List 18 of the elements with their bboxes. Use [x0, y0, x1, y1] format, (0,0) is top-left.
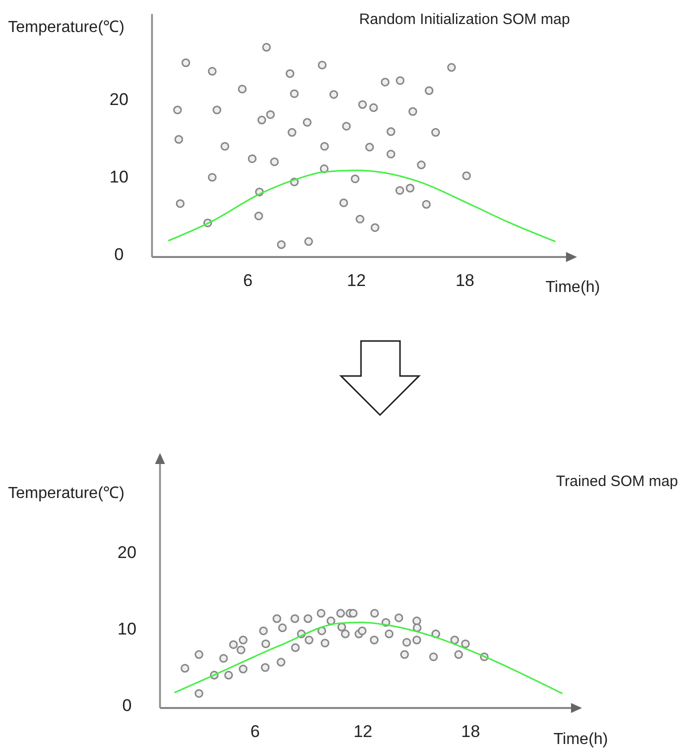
y-tick-label: 20	[118, 543, 136, 562]
x-tick-label: 6	[250, 722, 260, 741]
y-tick-label: 20	[110, 90, 128, 110]
y-tick-label: 10	[110, 168, 128, 187]
x-tick-label: 18	[461, 722, 480, 741]
y-tick-label: 10	[118, 620, 136, 639]
x-tick-label: 6	[243, 271, 253, 290]
x-tick-label: 12	[346, 271, 366, 290]
y-tick-label: 0	[122, 696, 132, 715]
x-axis-title: Time(h)	[545, 279, 600, 296]
x-axis-title: Time(h)	[553, 731, 608, 748]
chart-title: Random Initialization SOM map	[359, 11, 570, 28]
x-tick-label: 18	[455, 271, 474, 290]
text: Trained SOM map	[556, 473, 678, 490]
x-tick-label: 12	[353, 722, 372, 741]
y-axis-title: Temperature(℃)	[8, 19, 124, 36]
y-tick-label: 0	[114, 244, 124, 264]
y-axis-title: Temperature(℃)	[8, 485, 124, 502]
